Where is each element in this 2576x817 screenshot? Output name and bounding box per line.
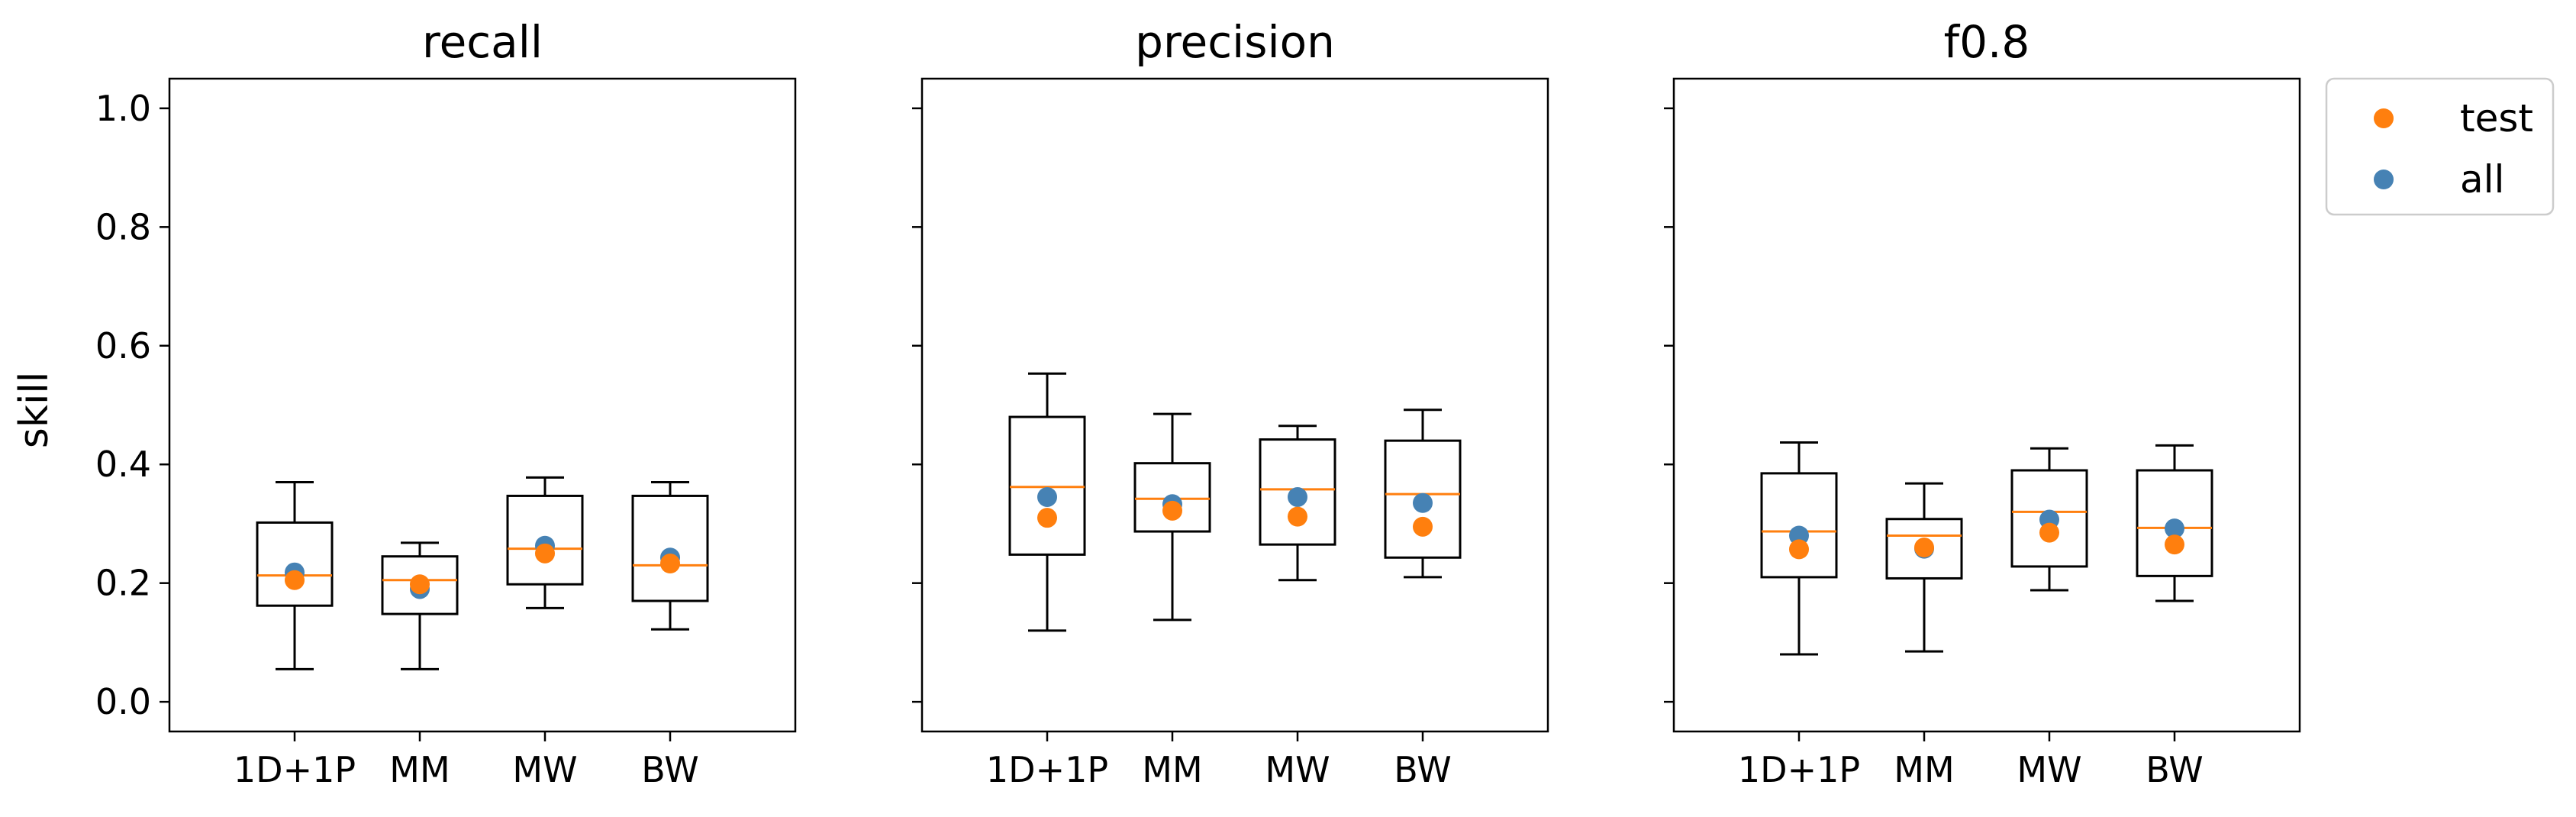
- x-tick-label: MW: [512, 749, 577, 790]
- x-tick-label: MW: [2017, 749, 2081, 790]
- y-tick-label: 0.0: [95, 681, 151, 722]
- marker-test: [2039, 522, 2059, 543]
- box-3: [2136, 444, 2213, 602]
- iqr-box: [1760, 472, 1838, 579]
- box-2: [506, 476, 584, 609]
- x-tick-label: BW: [641, 749, 698, 790]
- marker-test: [535, 543, 555, 564]
- iqr-box: [381, 555, 459, 615]
- marker-test: [1288, 506, 1307, 527]
- panel-title: precision: [1135, 16, 1335, 68]
- iqr-box: [1259, 438, 1336, 546]
- legend: test all: [2325, 77, 2555, 216]
- legend-marker-all: [2374, 170, 2394, 189]
- iqr-box: [506, 494, 584, 586]
- marker-test: [285, 570, 305, 590]
- y-axis-label: skill: [11, 372, 57, 449]
- x-tick-label: MW: [1265, 749, 1330, 790]
- iqr-box: [1133, 462, 1211, 533]
- panel-1: 1D+1P MM MW BW precision: [912, 16, 1549, 790]
- marker-test: [1914, 538, 1934, 558]
- legend-marker-test: [2374, 108, 2394, 128]
- box-0: [1008, 372, 1086, 632]
- box-1: [1133, 412, 1211, 622]
- marker-all: [1288, 486, 1307, 507]
- marker-test: [660, 554, 680, 574]
- iqr-box: [2136, 469, 2213, 577]
- axes-frame: [1672, 77, 2301, 733]
- iqr-box: [1008, 415, 1086, 556]
- marker-test: [1037, 508, 1057, 528]
- box-0: [256, 481, 334, 670]
- x-tick-label: 1D+1P: [986, 749, 1108, 790]
- x-tick-label: BW: [2146, 749, 2203, 790]
- marker-test: [2165, 534, 2184, 555]
- y-tick-label: 0.8: [95, 206, 151, 247]
- legend-label-test: test: [2460, 96, 2533, 140]
- iqr-box: [1885, 518, 1963, 580]
- axes-frame: [168, 77, 797, 733]
- iqr-box: [2010, 469, 2088, 568]
- x-tick-label: BW: [1394, 749, 1451, 790]
- box-3: [631, 481, 709, 631]
- marker-test: [1162, 500, 1182, 521]
- x-tick-label: MM: [389, 749, 450, 790]
- iqr-box: [256, 521, 334, 607]
- y-tick-label: 0.4: [95, 444, 151, 485]
- marker-all: [1413, 492, 1433, 513]
- legend-label-all: all: [2460, 157, 2504, 202]
- marker-all: [1037, 486, 1057, 507]
- iqr-box: [1384, 439, 1462, 559]
- panel-title: recall: [422, 16, 543, 68]
- marker-all: [1789, 525, 1809, 546]
- marker-test: [1789, 539, 1809, 560]
- y-tick-label: 0.2: [95, 563, 151, 604]
- axes-frame: [920, 77, 1549, 733]
- marker-test: [410, 574, 430, 595]
- y-tick-label: 0.6: [95, 325, 151, 367]
- box-2: [2010, 447, 2088, 592]
- panels: 0.0 0.2 0.4 0.6 0.8 1.0 1D+1P MM MW BW recall 1D+1P…: [95, 16, 2301, 790]
- panel-0: 0.0 0.2 0.4 0.6 0.8 1.0 1D+1P MM MW BW recall: [95, 16, 797, 790]
- panel-2: 1D+1P MM MW BW f0.8: [1664, 16, 2301, 790]
- iqr-box: [631, 494, 709, 602]
- x-tick-label: MM: [1142, 749, 1202, 790]
- box-1: [381, 541, 459, 670]
- x-tick-label: 1D+1P: [234, 749, 356, 790]
- marker-all: [2165, 518, 2184, 539]
- marker-test: [1413, 516, 1433, 537]
- panel-title: f0.8: [1944, 16, 2030, 68]
- x-tick-label: MM: [1894, 749, 1954, 790]
- y-tick-label: 1.0: [95, 88, 151, 129]
- box-3: [1384, 408, 1462, 579]
- box-1: [1885, 482, 1963, 653]
- x-tick-label: 1D+1P: [1738, 749, 1860, 790]
